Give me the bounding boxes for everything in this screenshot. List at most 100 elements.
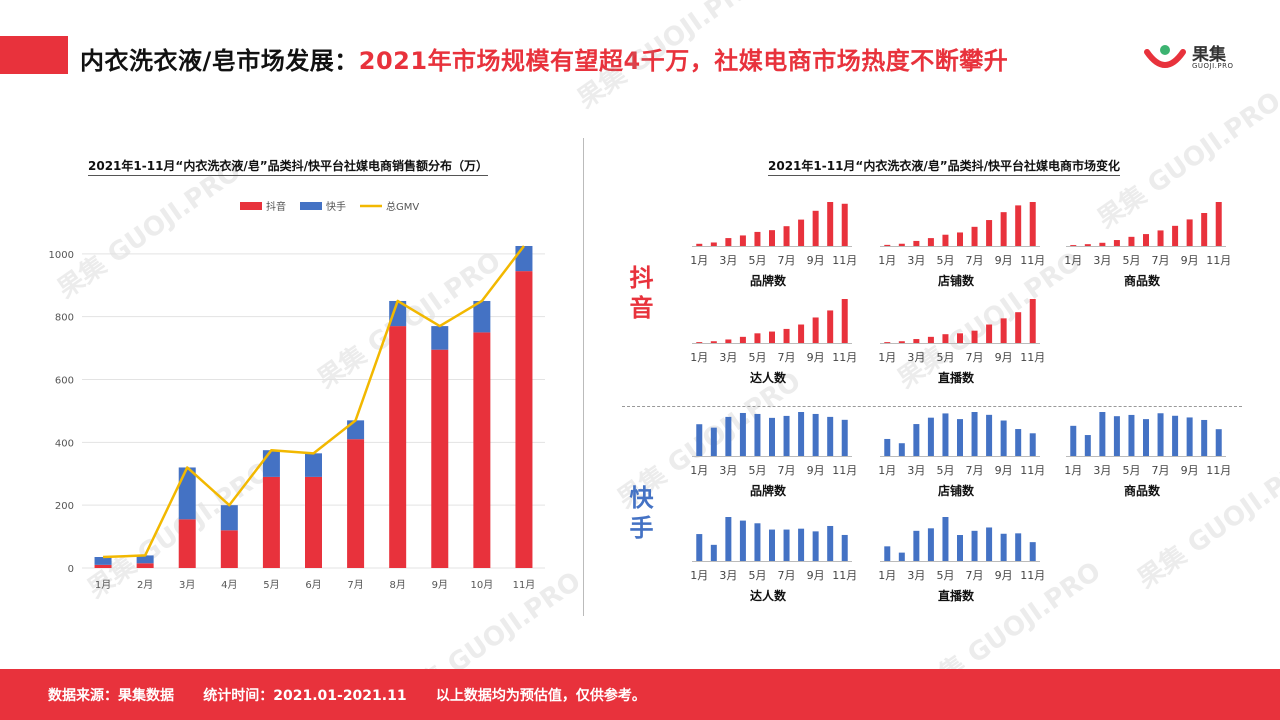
mini-bar [986,414,993,456]
bar-douyin [389,326,407,568]
mini-x-tick: 5月 [748,351,766,364]
mini-bar [812,210,819,246]
page-title: 内衣洗衣液/皂市场发展：2021年市场规模有望超4千万，社媒电商市场热度不断攀升 [80,41,1008,76]
mini-bar [957,333,963,343]
mini-bar [696,243,703,246]
mini-bar [827,525,834,561]
mini-x-tick: 11月 [1020,351,1045,364]
mini-bar [957,232,963,246]
mini-bar [898,443,905,456]
mini-x-tick: 1月 [878,464,896,477]
bar-douyin [94,564,112,568]
mini-x-tick: 5月 [936,464,954,477]
mini-bar [1172,415,1179,456]
x-tick-label: 8月 [389,579,405,591]
mini-bar [1000,212,1007,246]
mini-bar [971,330,978,343]
bar-douyin [515,271,533,568]
section-divider [622,406,1242,407]
mini-x-tick: 5月 [1122,254,1140,267]
mini-bar [1029,542,1036,561]
mini-bar [783,415,790,456]
mini-bar [1113,416,1120,456]
mini-bar [783,529,790,561]
bar-kuaishou [136,555,154,564]
page-title-prefix: 内衣洗衣液/皂市场发展： [80,47,359,75]
x-tick-label: 6月 [305,579,321,591]
section-label-kuaishou: 快手 [625,485,653,545]
footer-bar [0,669,1280,720]
sales-distribution-chart: 0 200 400 600 800 1000 1月 2月 3月 4月 5月 6月 7月 8月 9月 10月 11… [49,200,545,591]
mini-bar [986,324,993,343]
mini-x-tick: 7月 [778,464,796,477]
y-tick-label: 1000 [49,250,74,261]
x-tick-label: 1月 [95,579,111,591]
x-tick-label: 2月 [137,579,153,591]
mini-bar [884,546,891,561]
mini-x-tick: 1月 [1064,464,1082,477]
gmv-line [102,245,525,559]
bar-kuaishou [389,300,407,327]
mini-bar [1172,225,1179,246]
mini-bar [841,419,848,456]
mini-bar [971,412,978,456]
legend-label: 快手 [326,200,346,213]
mini-bar [1015,533,1022,561]
mini-bar [783,328,790,343]
bar-kuaishou [431,326,449,350]
mini-x-tick: 9月 [1181,254,1199,267]
mini-bar [710,242,717,246]
title-accent-bar [0,36,68,74]
x-tick-label: 5月 [263,579,279,591]
y-tick-label: 200 [55,501,74,512]
mini-bar [812,413,819,456]
mini-x-tick: 9月 [995,464,1013,477]
mini-x-tick: 9月 [807,351,825,364]
bar-douyin [262,476,280,568]
mini-bar [927,528,934,561]
right-chart-title: 2021年1-11月“内衣洗衣液/皂”品类抖/快平台社媒电商市场变化 [768,157,1120,176]
mini-x-tick: 7月 [966,254,984,267]
mini-bar [1070,425,1077,456]
section-label-douyin: 抖音 [625,265,653,325]
mini-bar [798,324,805,343]
mini-bar [841,534,848,561]
mini-x-tick: 9月 [995,254,1013,267]
mini-bar [898,341,905,343]
mini-bar [1201,213,1208,246]
mini-bar [986,527,993,561]
mini-x-tick: 9月 [807,254,825,267]
y-tick-label: 400 [55,438,74,449]
mini-bar [1029,433,1036,456]
mini-bar [942,517,949,561]
mini-bar [725,416,732,456]
mini-bar [971,530,978,561]
mini-x-tick: 1月 [690,254,708,267]
mini-x-tick: 3月 [719,351,737,364]
mini-chart-title: 品牌数 [750,483,787,498]
bar-douyin [136,563,154,568]
mini-bar [725,517,732,561]
x-tick-label: 9月 [432,579,448,591]
mini-bar [798,528,805,561]
mini-x-tick: 11月 [832,464,857,477]
mini-x-tick: 1月 [878,569,896,582]
x-tick-label: 4月 [221,579,237,591]
mini-chart-title: 商品数 [1124,483,1161,498]
mini-chart-title: 商品数 [1124,273,1161,288]
mini-x-tick: 7月 [1152,254,1170,267]
mini-x-tick: 9月 [995,351,1013,364]
mini-bar [884,342,891,343]
bar-kuaishou [94,557,112,565]
mini-bar [1157,230,1164,246]
mini-x-tick: 9月 [995,569,1013,582]
mini-x-tick: 5月 [748,464,766,477]
mini-x-tick: 3月 [907,254,925,267]
mini-bar [1128,236,1135,246]
bar-douyin [305,476,322,568]
mini-bar [841,203,848,246]
